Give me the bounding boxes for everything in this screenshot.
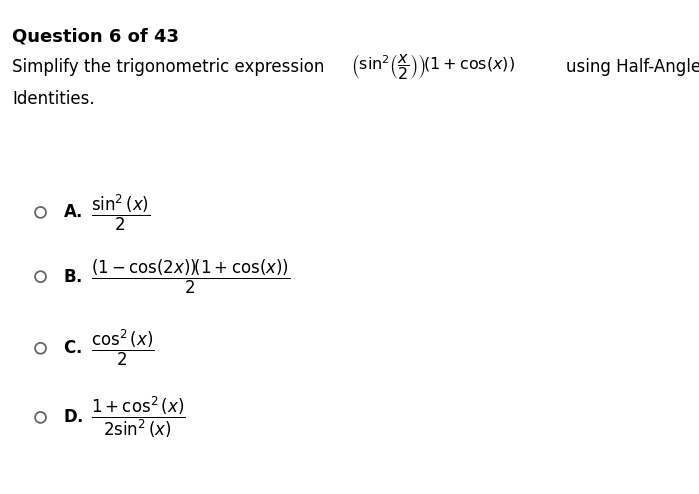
Text: Simplify the trigonometric expression: Simplify the trigonometric expression [12,58,324,76]
Text: Question 6 of 43: Question 6 of 43 [12,27,179,45]
Text: using Half-Angle: using Half-Angle [566,58,699,76]
Text: $\left(\sin^2\!\left(\dfrac{x}{2}\right)\right)\!\left(1+\cos(x)\right)$: $\left(\sin^2\!\left(\dfrac{x}{2}\right)… [351,52,515,82]
Text: $\dfrac{\cos^2(x)}{2}$: $\dfrac{\cos^2(x)}{2}$ [91,328,154,369]
Text: $\mathbf{B.}$: $\mathbf{B.}$ [63,268,82,286]
Text: $\mathbf{C.}$: $\mathbf{C.}$ [63,339,82,357]
Text: Identities.: Identities. [12,90,94,108]
Text: $\mathbf{A.}$: $\mathbf{A.}$ [63,204,82,221]
Text: $\dfrac{\left(1-\cos(2x)\right)\!\left(1+\cos(x)\right)}{2}$: $\dfrac{\left(1-\cos(2x)\right)\!\left(1… [91,257,290,296]
Text: $\mathbf{D.}$: $\mathbf{D.}$ [63,409,83,426]
Text: $\dfrac{\sin^2(x)}{2}$: $\dfrac{\sin^2(x)}{2}$ [91,192,150,233]
Text: $\dfrac{1+\cos^2(x)}{2\sin^2(x)}$: $\dfrac{1+\cos^2(x)}{2\sin^2(x)}$ [91,395,185,440]
